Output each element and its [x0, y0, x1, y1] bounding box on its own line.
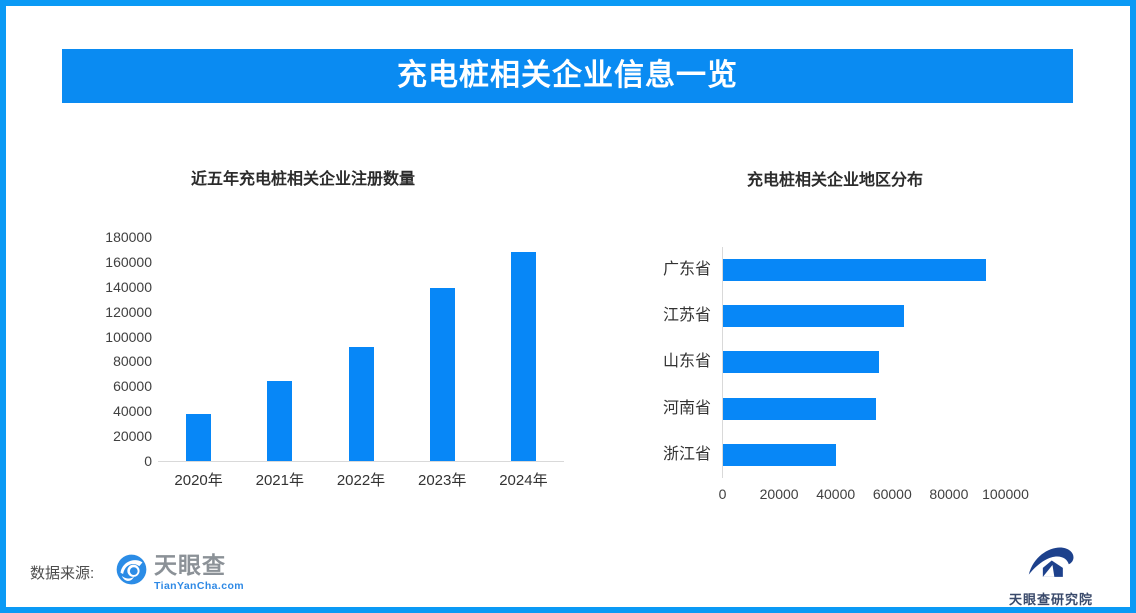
bar-2020年: [186, 413, 212, 461]
y-axis-tick-label: 160000: [105, 253, 152, 270]
x-axis-tick-label: 20000: [759, 486, 799, 502]
data-source-label: 数据来源:: [30, 565, 95, 582]
tianyancha-institute-icon: [1027, 547, 1075, 586]
x-category-label: 2022年: [336, 472, 386, 489]
bar-浙江省: [723, 443, 837, 466]
right-chart-title: 充电桩相关企业地区分布: [747, 172, 924, 189]
x-axis-tick-label: 80000: [929, 486, 969, 502]
tianyancha-domain: TianYanCha.com: [154, 580, 245, 592]
left-chart-title: 近五年充电桩相关企业注册数量: [191, 171, 416, 188]
bar-2021年: [267, 381, 293, 461]
y-axis-tick-label: 40000: [113, 403, 152, 420]
page-title: 充电桩相关企业信息一览: [397, 59, 738, 92]
y-axis-tick-label: 140000: [105, 278, 152, 295]
y-axis-tick-label: 180000: [105, 229, 152, 245]
bar-2023年: [429, 288, 455, 461]
x-category-label: 2023年: [418, 472, 467, 489]
x-axis-tick-label: 100000: [982, 486, 1029, 502]
y-axis-line: [722, 247, 723, 478]
y-axis-tick-label: 0: [144, 453, 152, 469]
institute-logo-block: 天眼查研究院: [996, 542, 1106, 607]
bar-江苏省: [723, 305, 905, 328]
tianyancha-logo: 天眼查 TianYanCha.com: [116, 554, 244, 592]
region-label: 山东省: [662, 353, 711, 371]
bar-河南省: [723, 397, 876, 420]
region-label: 浙江省: [662, 445, 711, 463]
tianyancha-brand-name: 天眼查: [154, 552, 226, 578]
x-axis-tick-label: 40000: [816, 486, 856, 502]
bar-2022年: [348, 346, 374, 461]
bar-山东省: [723, 351, 879, 374]
tianyancha-eye-icon: [116, 554, 147, 590]
header-banner: 充电桩相关企业信息一览: [62, 49, 1073, 103]
y-axis-tick-label: 120000: [105, 303, 152, 320]
x-category-label: 2021年: [255, 472, 304, 489]
x-axis-line: [158, 461, 564, 462]
bar-广东省: [723, 259, 987, 282]
region-label: 河南省: [662, 399, 711, 417]
institute-name: 天眼查研究院: [1008, 592, 1093, 607]
y-axis-tick-label: 20000: [113, 428, 152, 445]
bar-2024年: [510, 251, 536, 461]
y-axis-tick-label: 60000: [113, 378, 152, 395]
x-category-label: 2020年: [174, 472, 223, 489]
region-label: 江苏省: [662, 307, 711, 325]
x-axis-tick-label: 60000: [872, 486, 912, 502]
region-label: 广东省: [662, 261, 711, 279]
y-axis-tick-label: 80000: [113, 353, 152, 370]
x-category-label: 2024年: [499, 472, 548, 489]
x-axis-tick-label: 0: [718, 486, 727, 502]
y-axis-tick-label: 100000: [105, 328, 152, 345]
